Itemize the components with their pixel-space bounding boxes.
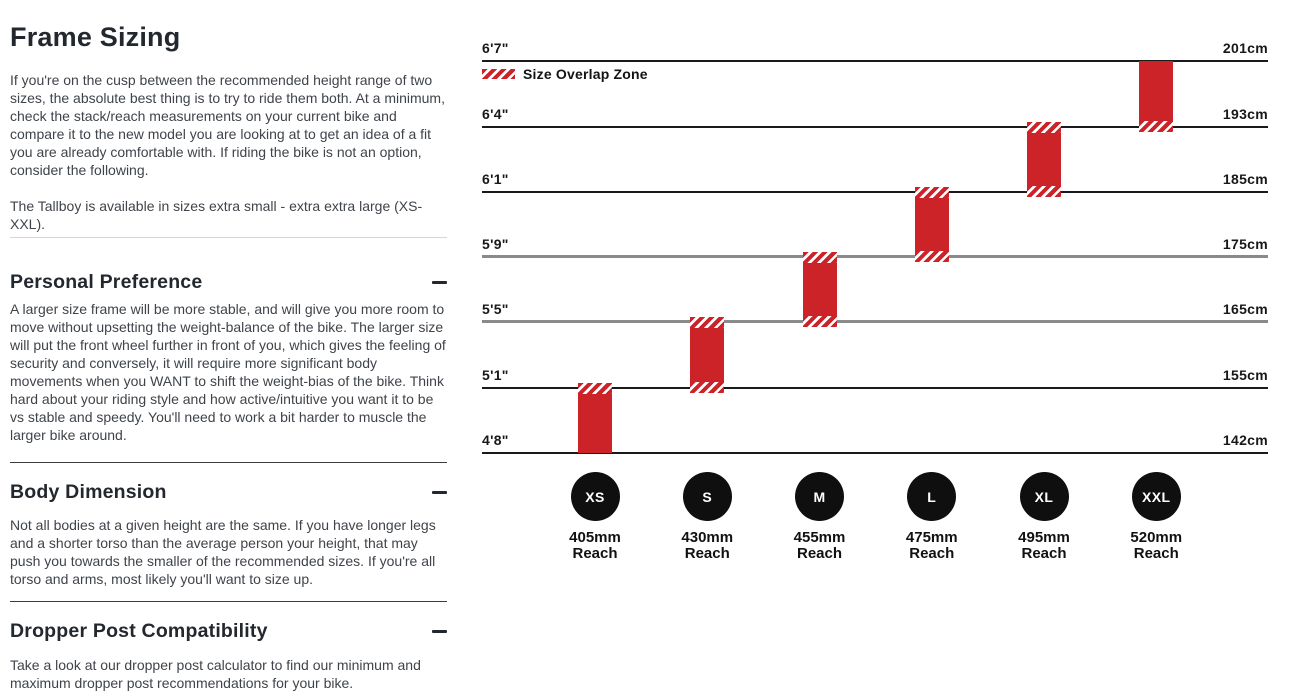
reach-word: Reach bbox=[909, 545, 955, 562]
size-bar-xs bbox=[578, 383, 612, 453]
collapse-minus-icon[interactable] bbox=[432, 491, 447, 494]
height-label-cm: 142cm bbox=[1222, 432, 1268, 448]
section-heading[interactable]: Dropper Post Compatibility bbox=[10, 620, 268, 642]
overlap-zone-top bbox=[690, 317, 725, 328]
height-line bbox=[482, 320, 1268, 323]
reach-label-xl: 495mm Reach bbox=[988, 530, 1100, 562]
section-heading[interactable]: Body Dimension bbox=[10, 481, 167, 503]
chart-legend: Size Overlap Zone bbox=[482, 66, 648, 82]
size-bar-xxl bbox=[1139, 61, 1174, 132]
overlap-zone-swatch-icon bbox=[482, 69, 515, 79]
overlap-zone-bottom bbox=[914, 251, 949, 262]
height-label-ft: 5'5" bbox=[482, 301, 509, 317]
height-label-cm: 155cm bbox=[1222, 367, 1268, 383]
height-line bbox=[482, 126, 1268, 128]
reach-label-s: 430mm Reach bbox=[651, 530, 763, 562]
section-body: Not all bodies at a given height are the… bbox=[10, 517, 436, 587]
overlap-zone-top bbox=[578, 383, 612, 394]
section-body: Take a look at our dropper post calculat… bbox=[10, 657, 421, 691]
reach-word: Reach bbox=[796, 545, 843, 562]
reach-word: Reach bbox=[684, 545, 730, 562]
height-label-ft: 6'7" bbox=[482, 40, 509, 56]
size-circle-label: S bbox=[702, 488, 713, 505]
height-label-ft: 6'1" bbox=[482, 171, 509, 187]
size-circle-label: XL bbox=[1034, 488, 1054, 505]
size-circle-xxl: XXL bbox=[1131, 472, 1181, 521]
overlap-zone-bottom bbox=[690, 382, 725, 393]
reach-value: 455mm bbox=[793, 529, 846, 546]
overlap-zone-bottom bbox=[1139, 121, 1174, 132]
height-label-ft: 5'9" bbox=[482, 236, 509, 252]
overlap-zone-top bbox=[802, 252, 837, 263]
reach-label-xs: 405mm Reach bbox=[539, 530, 651, 562]
size-circle-label: M bbox=[813, 488, 826, 505]
reach-value: 520mm bbox=[1130, 529, 1183, 546]
height-line bbox=[482, 191, 1268, 193]
size-bar-l bbox=[914, 187, 949, 262]
height-label-cm: 193cm bbox=[1222, 106, 1268, 122]
section-heading[interactable]: Personal Preference bbox=[10, 271, 203, 293]
section-header-body-dimension[interactable]: Body Dimension bbox=[10, 481, 447, 504]
reach-word: Reach bbox=[572, 545, 618, 562]
overlap-zone-bottom bbox=[1027, 186, 1061, 197]
size-bar-m bbox=[802, 252, 837, 327]
legend-label: Size Overlap Zone bbox=[523, 66, 648, 82]
size-circle-label: XS bbox=[585, 488, 605, 505]
divider bbox=[10, 462, 447, 463]
divider bbox=[10, 601, 447, 602]
reach-word: Reach bbox=[1133, 545, 1179, 562]
size-bar-s bbox=[690, 317, 725, 393]
height-label-cm: 185cm bbox=[1222, 171, 1268, 187]
size-circle-xl: XL bbox=[1019, 472, 1069, 521]
page-title: Frame Sizing bbox=[10, 22, 181, 52]
height-line bbox=[482, 60, 1268, 62]
section-header-dropper-post[interactable]: Dropper Post Compatibility bbox=[10, 620, 447, 643]
divider bbox=[10, 237, 447, 238]
reach-value: 475mm bbox=[905, 529, 958, 546]
height-label-ft: 5'1" bbox=[482, 367, 509, 383]
height-label-cm: 201cm bbox=[1222, 40, 1268, 56]
size-circle-xs: XS bbox=[570, 472, 620, 521]
height-label-cm: 175cm bbox=[1222, 236, 1268, 252]
size-bar-xl bbox=[1027, 122, 1061, 197]
height-line bbox=[482, 452, 1268, 454]
collapse-minus-icon[interactable] bbox=[432, 281, 447, 284]
height-label-ft: 4'8" bbox=[482, 432, 509, 448]
reach-value: 405mm bbox=[569, 529, 621, 546]
availability-paragraph: The Tallboy is available in sizes extra … bbox=[10, 198, 423, 232]
height-label-cm: 165cm bbox=[1222, 301, 1268, 317]
reach-value: 495mm bbox=[1018, 529, 1070, 546]
section-header-personal-preference[interactable]: Personal Preference bbox=[10, 271, 447, 294]
section-body: A larger size frame will be more stable,… bbox=[10, 301, 446, 443]
collapse-minus-icon[interactable] bbox=[432, 630, 447, 633]
height-line bbox=[482, 255, 1268, 258]
reach-label-m: 455mm Reach bbox=[764, 530, 876, 562]
overlap-zone-bottom bbox=[802, 316, 837, 327]
size-circle-label: L bbox=[927, 488, 937, 505]
height-label-ft: 6'4" bbox=[482, 106, 509, 122]
reach-label-l: 475mm Reach bbox=[876, 530, 988, 562]
overlap-zone-top bbox=[1027, 122, 1061, 133]
overlap-zone-top bbox=[914, 187, 949, 198]
size-circle-l: L bbox=[907, 472, 957, 521]
size-circle-m: M bbox=[795, 472, 844, 521]
reach-word: Reach bbox=[1021, 545, 1067, 562]
height-line bbox=[482, 387, 1268, 389]
intro-paragraph: If you're on the cusp between the recomm… bbox=[10, 72, 445, 178]
size-circle-s: S bbox=[682, 472, 732, 521]
reach-label-xxl: 520mm Reach bbox=[1100, 530, 1212, 562]
size-circle-label: XXL bbox=[1142, 488, 1171, 505]
reach-value: 430mm bbox=[681, 529, 734, 546]
